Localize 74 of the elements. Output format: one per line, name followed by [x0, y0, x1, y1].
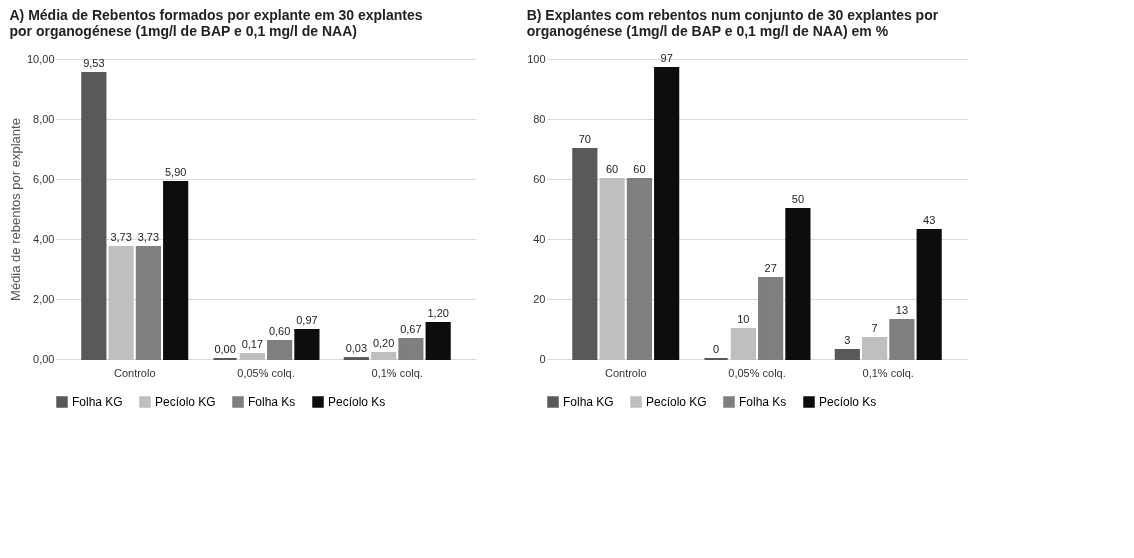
x-tick-label: 0,1% colq. — [862, 366, 914, 379]
data-label: 0,17 — [241, 337, 264, 350]
bar — [730, 328, 756, 360]
y-tick-label: 20 — [533, 292, 546, 305]
bar — [785, 208, 811, 360]
bar — [425, 322, 451, 360]
bar — [862, 337, 888, 360]
data-label: 13 — [895, 304, 909, 316]
bar — [398, 337, 424, 360]
data-label: 10 — [737, 313, 750, 325]
y-tick-label: 80 — [533, 112, 546, 125]
bar — [916, 229, 942, 360]
data-label: 50 — [791, 193, 805, 205]
data-label: 9,53 — [83, 57, 105, 70]
data-label: 1,20 — [427, 307, 449, 319]
data-label: 7 — [871, 322, 878, 334]
bar — [758, 277, 784, 360]
data-label: 0,00 — [214, 343, 236, 355]
x-tick-label: 0,1% colq. — [371, 366, 423, 379]
y-tick-label: 6,00 — [33, 172, 55, 185]
legend-label: Pecíolo Ks — [819, 395, 877, 409]
y-tick-label: 2,00 — [33, 292, 55, 305]
legend-label: Pecíolo Ks — [328, 395, 386, 409]
legend-label: Folha KG — [72, 395, 123, 409]
legend-label: Folha Ks — [739, 395, 787, 409]
legend-label: Folha KG — [563, 395, 614, 409]
y-tick-label: 100 — [527, 52, 546, 65]
data-label: 60 — [605, 163, 619, 175]
data-label: 0,60 — [268, 325, 291, 337]
data-label: 43 — [923, 214, 936, 226]
bar — [371, 352, 397, 360]
data-label: 27 — [764, 262, 777, 274]
y-tick-label: 40 — [533, 232, 546, 245]
data-label: 97 — [660, 52, 673, 64]
bar — [108, 246, 134, 360]
data-label: 3,73 — [110, 231, 132, 244]
bar — [294, 328, 320, 360]
data-label: 3,73 — [137, 231, 160, 244]
x-tick-label: Controlo — [604, 366, 647, 379]
chart-title: B) Explantes com rebentos num conjunto de 30 explantes por organogénese (1mg/l de BAP e 0,1 mg/l de NAA) em % — [526, 7, 939, 39]
y-tick-label: 60 — [533, 172, 546, 185]
legend-label: Folha Ks — [248, 395, 296, 409]
y-tick-label: 8,00 — [33, 112, 55, 125]
data-label: 0,97 — [296, 313, 318, 326]
bar — [135, 246, 161, 360]
data-label: 0 — [713, 343, 720, 355]
bar — [163, 181, 189, 360]
data-label: 5,90 — [164, 166, 187, 178]
data-label: 70 — [578, 133, 591, 145]
data-label: 60 — [633, 163, 646, 175]
legend-label: Pecíolo KG — [646, 395, 707, 409]
bar — [81, 72, 107, 360]
bar — [572, 148, 598, 360]
y-tick-label: 0,00 — [33, 352, 55, 365]
data-label: 0,67 — [400, 322, 422, 335]
x-tick-label: 0,05% colq. — [237, 366, 295, 379]
x-tick-label: 0,05% colq. — [728, 366, 786, 379]
data-label: 3 — [844, 334, 851, 346]
legend-label: Pecíolo KG — [155, 395, 216, 409]
bar — [834, 349, 860, 360]
data-label: 0,20 — [372, 337, 395, 349]
y-tick-label: 0 — [539, 352, 546, 365]
bar — [267, 340, 293, 360]
bar — [599, 178, 625, 360]
chart-title: A) Média de Rebentos formados por explante em 30 explantes por organogénese (1mg/l de BAP e 0,1 mg/l de NAA) — [9, 7, 423, 39]
bar — [654, 67, 680, 360]
bar — [239, 352, 265, 360]
x-tick-label: Controlo — [113, 366, 156, 379]
data-label: 0,03 — [345, 342, 368, 355]
y-axis-title: Média de rebentos por explante — [7, 118, 23, 301]
bar — [626, 178, 652, 360]
bar — [889, 319, 915, 360]
y-tick-label: 10,00 — [26, 52, 55, 65]
y-tick-label: 4,00 — [33, 232, 55, 245]
